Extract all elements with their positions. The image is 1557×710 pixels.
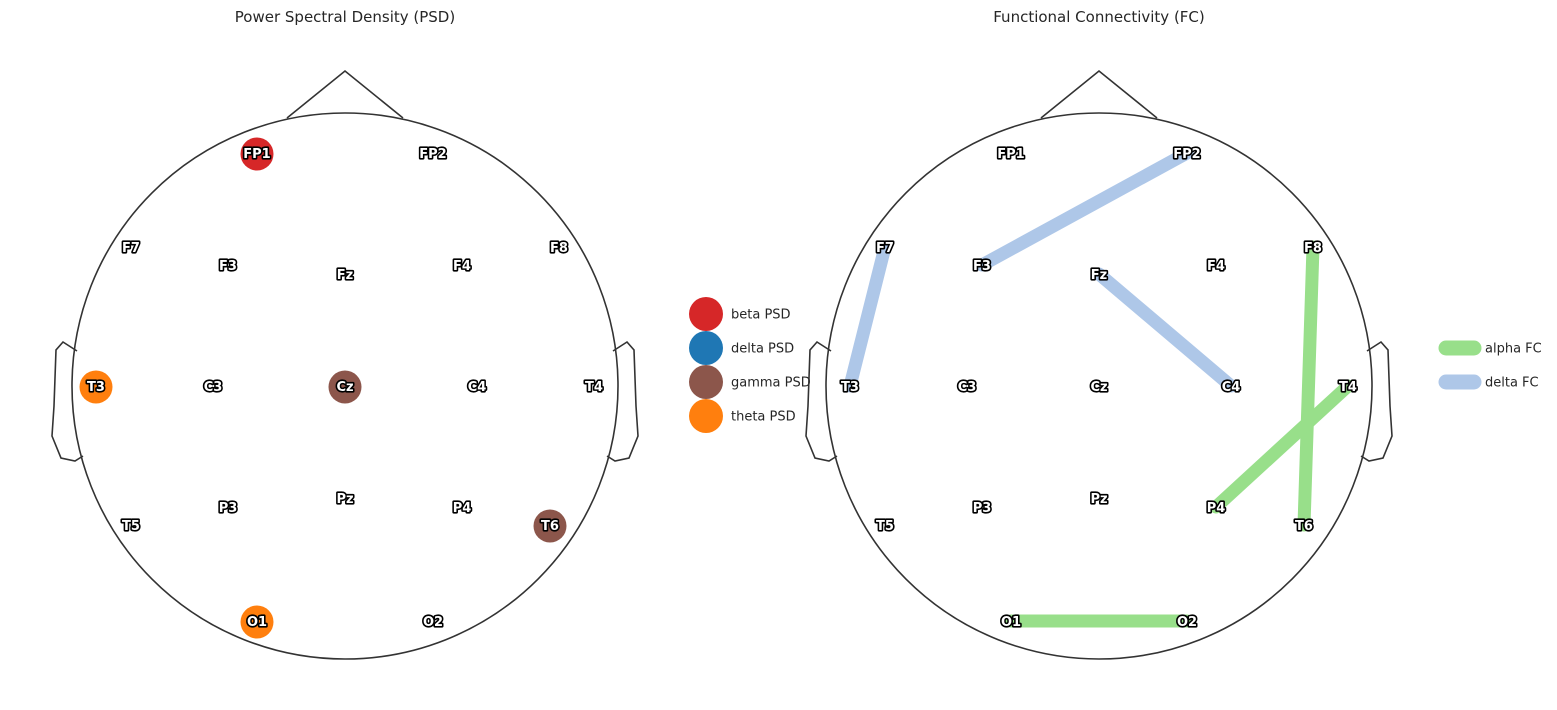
fc-electrode-o2: O2: [1177, 615, 1197, 630]
fc-legend-label-0: alpha FC: [1485, 342, 1542, 357]
psd-electrode-fp2: FP2: [419, 147, 446, 162]
fc-electrode-o1: O1: [1001, 615, 1021, 630]
psd-left-ear: [51, 340, 84, 462]
fc-electrode-f4: F4: [1207, 259, 1225, 274]
fc-electrode-f7: F7: [876, 241, 894, 256]
psd-nose: [286, 69, 404, 119]
psd-head-outline: [51, 69, 639, 660]
psd-electrode-p3: P3: [219, 501, 238, 516]
fc-connection-f8-t6: [1297, 240, 1320, 532]
fc-head-outline: [805, 69, 1393, 660]
psd-legend-label-0: beta PSD: [731, 308, 791, 323]
fc-panel: Functional Connectivity (FC) FP1 FP2F7F3F…: [805, 8, 1542, 660]
fc-marks: [843, 146, 1355, 628]
psd-electrode-f7: F7: [122, 241, 140, 256]
fc-nose: [1040, 69, 1158, 119]
fc-electrode-p3: P3: [973, 501, 992, 516]
psd-electrode-c4: C4: [468, 380, 487, 395]
psd-electrode-p4: P4: [453, 501, 472, 516]
fc-electrode-cz: Cz: [1090, 380, 1107, 395]
fc-electrode-p4: P4: [1207, 501, 1226, 516]
fc-electrode-c4: C4: [1222, 380, 1241, 395]
fc-electrode-t4: T4: [1339, 380, 1357, 395]
fc-legend: alpha FC delta FC: [1438, 340, 1542, 391]
psd-legend: beta PSD delta PSD gamma PSD theta PSD: [689, 297, 811, 433]
fc-connection-fz-c4: [1092, 267, 1238, 393]
psd-legend-label-1: delta PSD: [731, 342, 794, 357]
psd-electrode-t5: T5: [122, 519, 140, 534]
psd-legend-label-2: gamma PSD: [731, 376, 811, 391]
psd-legend-swatch-3: [689, 399, 723, 433]
psd-electrode-cz: Cz: [336, 380, 353, 395]
psd-legend-swatch-1: [689, 331, 723, 365]
psd-electrode-fp1: FP1: [243, 147, 270, 162]
psd-electrode-labels: FP1 FP2 F7 F3 Fz F4 F8 T3 C3 Cz C4 T4 T5 P3 Pz P4 T6 O1 O2: [85, 145, 604, 631]
fc-electrode-t3: T3: [841, 380, 859, 395]
psd-marker-t6-gamma: [533, 509, 567, 543]
psd-head-circle: [71, 112, 619, 660]
psd-marker-cz-gamma: [328, 370, 362, 404]
fc-electrode-f3: F3: [973, 259, 991, 274]
fc-electrode-labels: FP1 FP2 F7 F3 Fz F4 F8 T3 C3 Cz C4 T4 T5 P3 Pz P4 T6 O1 O2: [839, 145, 1358, 631]
psd-electrode-pz: Pz: [336, 492, 353, 507]
psd-legend-label-3: theta PSD: [731, 410, 796, 425]
psd-electrode-o1: O1: [247, 615, 267, 630]
psd-electrode-t4: T4: [585, 380, 603, 395]
fc-electrode-c3: C3: [958, 380, 977, 395]
fc-electrode-t5: T5: [876, 519, 894, 534]
fc-legend-label-1: delta FC: [1485, 376, 1539, 391]
fc-electrode-pz: Pz: [1090, 492, 1107, 507]
psd-electrode-f8: F8: [550, 241, 568, 256]
psd-marker-fp1-beta: [240, 137, 274, 171]
psd-panel-title: Power Spectral Density (PSD): [235, 8, 455, 26]
fc-left-ear: [805, 340, 838, 462]
psd-legend-swatch-2: [689, 365, 723, 399]
fc-electrode-fp2: FP2: [1173, 147, 1200, 162]
psd-marker-t3-theta: [79, 370, 113, 404]
psd-marker-o1-theta: [240, 605, 274, 639]
psd-electrode-t6: T6: [541, 519, 559, 534]
psd-electrode-fz: Fz: [337, 268, 353, 283]
psd-legend-swatch-0: [689, 297, 723, 331]
fc-electrode-t6: T6: [1295, 519, 1313, 534]
fc-electrode-fz: Fz: [1091, 268, 1107, 283]
fc-electrode-f8: F8: [1304, 241, 1322, 256]
psd-electrode-o2: O2: [423, 615, 443, 630]
fc-connection-t4-p4: [1209, 379, 1355, 514]
fc-right-ear: [1360, 340, 1393, 462]
psd-right-ear: [606, 340, 639, 462]
psd-panel: Power Spectral Density (PSD) FP1 FP2F7F3F…: [51, 8, 811, 660]
psd-electrode-f3: F3: [219, 259, 237, 274]
fc-connection-f7-t3: [843, 240, 892, 393]
fc-panel-title: Functional Connectivity (FC): [993, 8, 1205, 26]
fc-electrode-fp1: FP1: [997, 147, 1024, 162]
psd-electrode-t3: T3: [87, 380, 105, 395]
fc-connection-fp2-f3: [975, 146, 1194, 272]
psd-electrode-f4: F4: [453, 259, 471, 274]
fc-head-circle: [825, 112, 1373, 660]
psd-electrode-c3: C3: [204, 380, 223, 395]
psd-marks: [79, 137, 567, 639]
